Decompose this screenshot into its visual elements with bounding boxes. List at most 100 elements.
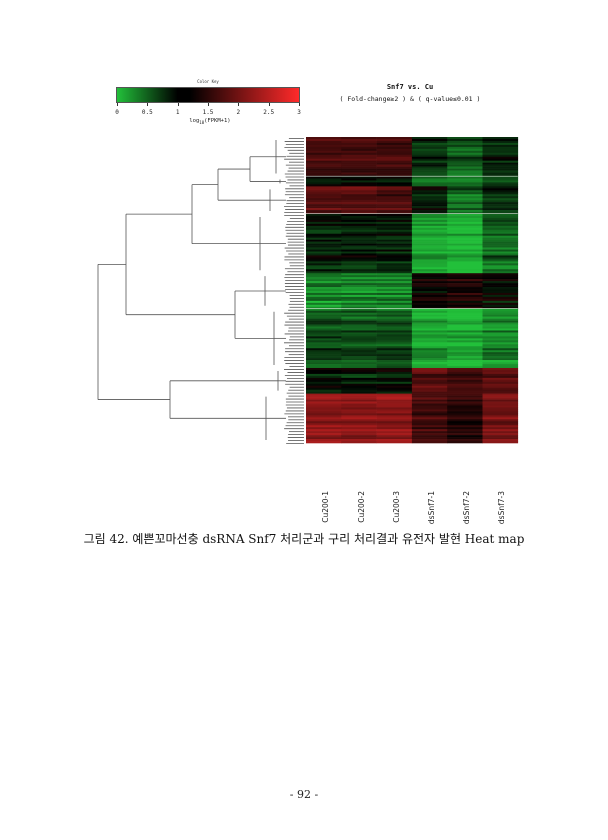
heatmap-cell <box>447 160 483 163</box>
heatmap-cell <box>482 383 519 387</box>
heatmap-cell <box>341 217 377 221</box>
heatmap-cell <box>482 395 519 398</box>
heatmap-cell <box>306 229 342 233</box>
heatmap-cell <box>306 292 342 296</box>
heatmap-cell <box>341 326 377 329</box>
heatmap-cell <box>482 413 519 416</box>
heatmap-cell <box>482 316 519 319</box>
heatmap-cell <box>411 383 448 387</box>
heatmap-cell <box>411 245 448 248</box>
heatmap-cell <box>376 255 413 258</box>
heatmap-cell <box>411 247 448 250</box>
heatmap-cell <box>376 235 413 238</box>
heatmap-cell <box>376 204 413 207</box>
heatmap-cell <box>482 427 519 430</box>
heatmap-cell <box>376 140 413 144</box>
heatmap-cell <box>341 391 377 394</box>
heatmap-cell <box>306 210 342 213</box>
heatmap-cell <box>411 213 448 217</box>
heatmap-cell <box>447 227 483 231</box>
heatmap-cell <box>411 421 448 424</box>
heatmap-cell <box>482 212 519 215</box>
heatmap-cell <box>482 391 519 394</box>
heatmap-cell <box>306 391 342 394</box>
heatmap-cell <box>447 364 483 367</box>
heatmap-cell <box>306 294 342 298</box>
heatmap-cell <box>482 221 519 225</box>
heatmap-cell <box>411 229 448 233</box>
color-key-title: Color Key <box>197 79 219 84</box>
heatmap-cell <box>411 174 448 177</box>
heatmap-cell <box>482 367 519 371</box>
heatmap-cell <box>411 326 448 329</box>
heatmap-cell <box>306 433 342 436</box>
heatmap-cell <box>306 176 342 179</box>
heatmap-cell <box>376 395 413 398</box>
heatmap-cell <box>306 405 342 408</box>
heatmap-cell <box>376 194 413 197</box>
heatmap-cell <box>447 184 483 187</box>
heatmap-cell <box>376 287 413 290</box>
heatmap-cell <box>306 409 342 412</box>
heatmap-cell <box>411 367 448 371</box>
heatmap-cell <box>411 322 448 325</box>
heatmap-cell <box>376 381 413 385</box>
heatmap-cell <box>411 277 448 280</box>
heatmap-cell <box>447 290 483 294</box>
heatmap-cell <box>411 360 448 363</box>
heatmap-cell <box>341 381 377 385</box>
heatmap-cell <box>341 292 377 296</box>
heatmap-cell <box>482 302 519 306</box>
heatmap-cell <box>482 308 519 312</box>
heatmap-cell <box>447 212 483 215</box>
heatmap-cell <box>447 292 483 296</box>
heatmap-cell <box>411 194 448 197</box>
heatmap-cell <box>376 243 413 246</box>
heatmap-cell <box>482 156 519 160</box>
heatmap-cell <box>411 300 448 304</box>
heatmap-cell <box>306 334 342 337</box>
heatmap-cell <box>376 435 413 438</box>
heatmap-cell <box>306 156 342 160</box>
heatmap-cell <box>411 439 448 442</box>
heatmap-cell <box>306 364 342 367</box>
heatmap-cell <box>411 344 448 347</box>
heatmap-cell <box>341 397 377 400</box>
heatmap-cell <box>447 215 483 219</box>
heatmap-subtitle: ( Fold-change≥2 ) & ( q-value≤0.01 ) <box>339 95 481 103</box>
heatmap-cell <box>482 330 519 333</box>
heatmap-cell <box>482 142 519 146</box>
heatmap-cell <box>306 182 342 185</box>
heatmap-cell <box>411 138 448 142</box>
heatmap-cell <box>482 287 519 290</box>
heatmap-cell <box>447 279 483 282</box>
heatmap-cell <box>306 144 342 148</box>
heatmap-cell <box>306 326 342 329</box>
heatmap-cell <box>341 231 377 235</box>
heatmap-cell <box>447 217 483 221</box>
heatmap-cell <box>447 401 483 404</box>
heatmap-cell <box>447 168 483 171</box>
heatmap-cell <box>447 379 483 383</box>
heatmap-cell <box>411 358 448 361</box>
heatmap-cell <box>447 320 483 323</box>
heatmap-cell <box>411 275 448 278</box>
heatmap-cell <box>376 427 413 430</box>
heatmap-cell <box>341 328 377 331</box>
heatmap-cell <box>376 261 413 264</box>
heatmap-cell <box>411 399 448 402</box>
heatmap-cell <box>411 395 448 398</box>
heatmap-cell <box>376 186 413 189</box>
sample-label-text: dsSnf7-2 <box>462 491 472 525</box>
color-key-gradient <box>116 87 300 103</box>
heatmap-cell <box>447 275 483 278</box>
color-key-tick-label: 2 <box>236 109 241 116</box>
heatmap-cell <box>482 415 519 418</box>
heatmap-cell <box>482 269 519 272</box>
heatmap-cell <box>341 241 377 244</box>
heatmap-cell <box>306 208 342 211</box>
heatmap-cell <box>411 210 448 213</box>
sample-label-text: Cu200-1 <box>321 491 330 523</box>
heatmap-cell <box>376 281 413 284</box>
heatmap-cell <box>411 164 448 167</box>
